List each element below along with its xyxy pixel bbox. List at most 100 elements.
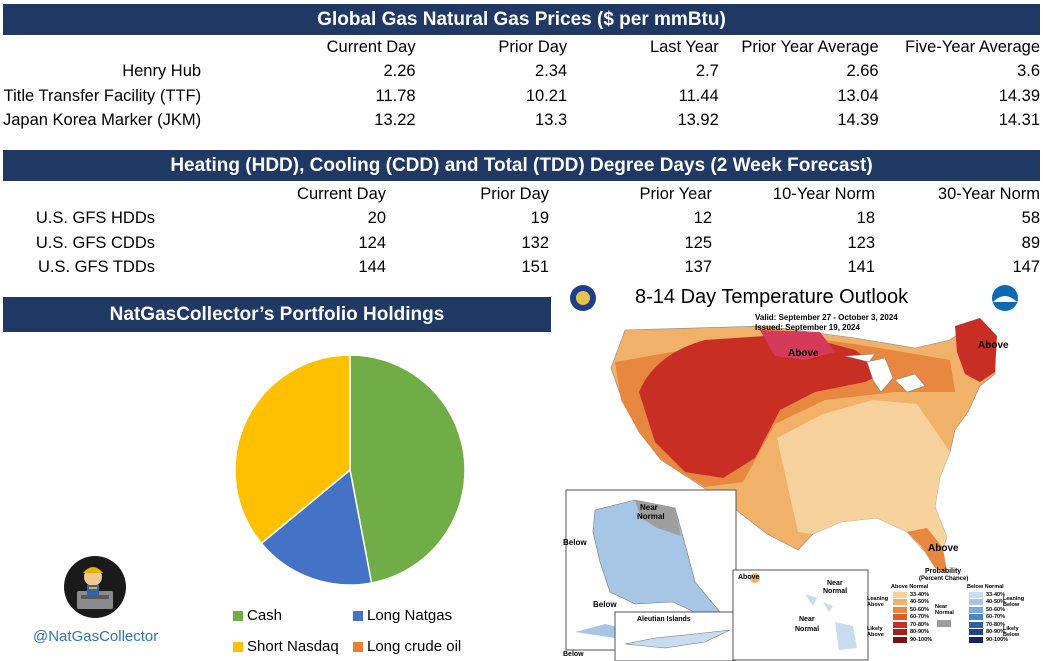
pie-slice-long-natgas [260,468,373,586]
legend-range-row: 50-60% [893,606,932,614]
legend-swatch [233,641,243,652]
legend-item-cash: Cash [233,607,282,624]
legend-range-label: 80-90% [986,629,1005,636]
table-row: U.S. GFS HDDs 20 19 12 18 58 [3,207,1040,232]
outlook-map-graphic [555,282,1043,661]
cell-value: 137 [684,258,712,277]
cell-value: 123 [847,233,875,252]
avatar [64,556,126,618]
legend-item-short-nasdaq: Short Nasdaq [233,638,339,655]
handle-text[interactable]: @NatGasCollector [33,628,159,645]
pie-slice-cash [349,354,466,584]
legend-above-header: Above Normal [891,584,929,590]
table-row: Title Transfer Facility (TTF) 11.78 10.2… [3,84,1040,109]
legend-above-column: 33-40% 40-50% 50-60% 60-70% 70-80% 80-90% 90-1… [893,591,932,644]
degree-days-header-row: Current Day Prior Day Prior Year 10-Year… [3,182,1040,207]
cell-value: 125 [684,233,712,252]
column-header: 30-Year Norm [937,184,1040,203]
prices-title-banner: Global Gas Natural Gas Prices ($ per mmB… [3,4,1040,35]
pie-slice-short-nasdaq [234,354,351,545]
cell-value: 13.3 [535,111,568,130]
cell-value: 144 [358,258,386,277]
legend-range-row: 80-90% [893,629,932,637]
legend-range-swatch [969,636,983,643]
column-header: Current Day [326,37,416,56]
column-header: 10-Year Norm [772,184,875,203]
legend-range-swatch [893,636,907,643]
legend-title: Probability [925,568,962,575]
legend-near-normal: Near Normal [935,604,954,616]
legend-range-swatch [893,629,907,636]
legend-range-label: 90-100% [910,636,933,643]
legend-range-label: 50-60% [986,606,1005,613]
legend-range-swatch [893,606,907,613]
map-label: Near [640,503,658,512]
legend-range-row: 50-60% [969,606,1008,614]
legend-range-row: 80-90% [969,629,1008,637]
cell-value: 124 [358,233,386,252]
cell-value: 151 [521,258,549,277]
map-label: Above [928,543,959,554]
cell-value: 13.04 [837,86,879,105]
column-header: Prior Day [498,37,568,56]
map-label: Near [799,616,815,623]
outlook-title: 8-14 Day Temperature Outlook [635,286,909,308]
row-label: Title Transfer Facility (TTF) [3,86,202,105]
legend-range-swatch [969,629,983,636]
cell-value: 12 [693,209,712,228]
legend-range-row: 40-50% [893,599,932,607]
column-header: Last Year [649,37,719,56]
degree-days-title-banner: Heating (HDD), Cooling (CDD) and Total (… [3,150,1040,181]
row-label: Henry Hub [122,62,202,81]
legend-item-long-crude-oil: Long crude oil [353,638,461,655]
legend-range-row: 70-80% [893,621,932,629]
legend-range-row: 40-50% [969,599,1008,607]
cell-value: 11.78 [375,86,416,105]
probability-legend: Probability (Percent Chance) Above Norma… [867,568,1027,658]
legend-range-swatch [893,621,907,628]
map-label: Normal [637,512,665,521]
legend-range-swatch [969,614,983,621]
cell-value: 132 [521,233,549,252]
portfolio-title-banner: NatGasCollector’s Portfolio Holdings [3,297,551,332]
legend-range-swatch [969,621,983,628]
legend-range-label: 60-70% [910,614,929,621]
legend-label: Long crude oil [367,638,462,655]
legend-range-label: 90-100% [986,636,1009,643]
map-label: Above [978,340,1009,351]
map-label: Normal [795,626,820,633]
legend-range-label: 40-50% [986,599,1005,606]
cell-value: 2.66 [846,62,879,81]
cell-value: 2.34 [535,62,568,81]
cell-value: 19 [530,209,549,228]
legend-range-label: 40-50% [910,599,929,606]
map-label: Below [593,600,617,609]
cell-value: 14.39 [998,86,1040,105]
legend-leaning-below: Leaning Below [1003,596,1025,608]
cell-value: 2.7 [695,62,719,81]
table-row: Henry Hub 2.26 2.34 2.7 2.66 3.6 [3,60,1040,85]
map-label: Aleutian Islands [637,616,691,623]
column-header: Prior Day [480,184,549,203]
row-label: U.S. GFS CDDs [35,233,155,252]
prices-header-row: Current Day Prior Day Last Year Prior Ye… [3,35,1040,60]
legend-range-row: 70-80% [969,621,1008,629]
column-header: Five-Year Average [905,37,1040,56]
table-row: U.S. GFS TDDs 144 151 137 141 147 [3,256,1040,281]
cell-value: 20 [367,209,386,228]
portfolio-title: NatGasCollector’s Portfolio Holdings [109,303,445,325]
cell-value: 13.22 [374,111,416,130]
legend-range-label: 80-90% [910,629,929,636]
legend-range-label: 60-70% [986,614,1005,621]
row-label: U.S. GFS TDDs [37,258,155,277]
column-header: Prior Year Average [741,37,879,56]
table-row: U.S. GFS CDDs 124 132 125 123 89 [3,231,1040,256]
cell-value: 3.6 [1017,62,1040,81]
map-label: Above [738,574,760,581]
prices-title: Global Gas Natural Gas Prices ($ per mmB… [317,8,726,30]
legend-range-swatch [969,599,983,606]
legend-range-label: 33-40% [910,591,929,598]
legend-range-swatch [893,599,907,606]
legend-label: Cash [247,607,283,624]
legend-leaning-above: Leaning Above [867,596,889,608]
